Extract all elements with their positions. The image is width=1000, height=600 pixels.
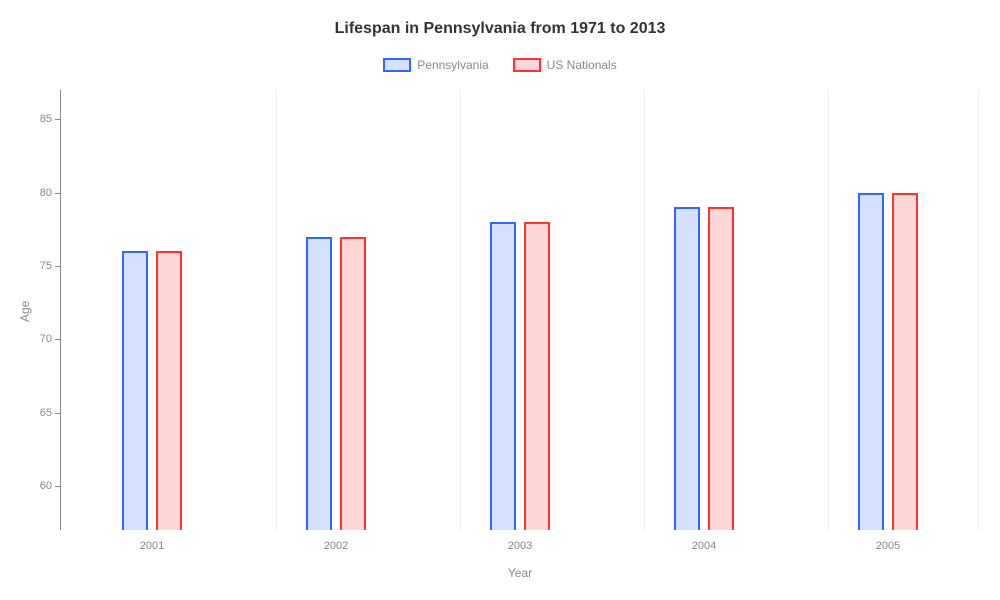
y-tick-mark — [55, 413, 60, 414]
y-tick-label: 70 — [12, 333, 60, 345]
y-tick-mark — [55, 266, 60, 267]
bar — [708, 207, 734, 530]
x-tick-label: 2001 — [140, 530, 164, 552]
grid-line — [644, 90, 645, 530]
bar — [858, 193, 884, 530]
legend-item-pennsylvania: Pennsylvania — [383, 58, 488, 72]
bar — [306, 237, 332, 530]
y-tick-label: 65 — [12, 407, 60, 419]
legend-label: US Nationals — [547, 58, 617, 72]
plot-area: 60657075808520012002200320042005 — [60, 90, 980, 530]
legend-item-us-nationals: US Nationals — [513, 58, 617, 72]
bar — [490, 222, 516, 530]
x-tick-label: 2003 — [508, 530, 532, 552]
bar — [122, 251, 148, 530]
y-axis-line — [60, 90, 61, 530]
bar — [524, 222, 550, 530]
legend-swatch — [383, 58, 411, 72]
bar — [156, 251, 182, 530]
grid-line — [460, 90, 461, 530]
legend-swatch — [513, 58, 541, 72]
y-tick-label: 85 — [12, 113, 60, 125]
y-tick-mark — [55, 339, 60, 340]
grid-line — [276, 90, 277, 530]
chart-container: Lifespan in Pennsylvania from 1971 to 20… — [0, 0, 1000, 600]
bar — [892, 193, 918, 530]
grid-line — [978, 90, 979, 530]
x-axis-label: Year — [60, 566, 980, 580]
y-tick-mark — [55, 193, 60, 194]
legend-label: Pennsylvania — [417, 58, 488, 72]
y-tick-label: 75 — [12, 260, 60, 272]
legend: Pennsylvania US Nationals — [0, 58, 1000, 72]
y-axis-label: Age — [18, 301, 32, 322]
bar — [340, 237, 366, 530]
bar — [674, 207, 700, 530]
x-tick-label: 2004 — [692, 530, 716, 552]
y-tick-mark — [55, 119, 60, 120]
y-tick-label: 60 — [12, 480, 60, 492]
grid-line — [828, 90, 829, 530]
chart-title: Lifespan in Pennsylvania from 1971 to 20… — [0, 20, 1000, 38]
y-tick-mark — [55, 486, 60, 487]
x-tick-label: 2002 — [324, 530, 348, 552]
x-tick-label: 2005 — [876, 530, 900, 552]
y-tick-label: 80 — [12, 187, 60, 199]
